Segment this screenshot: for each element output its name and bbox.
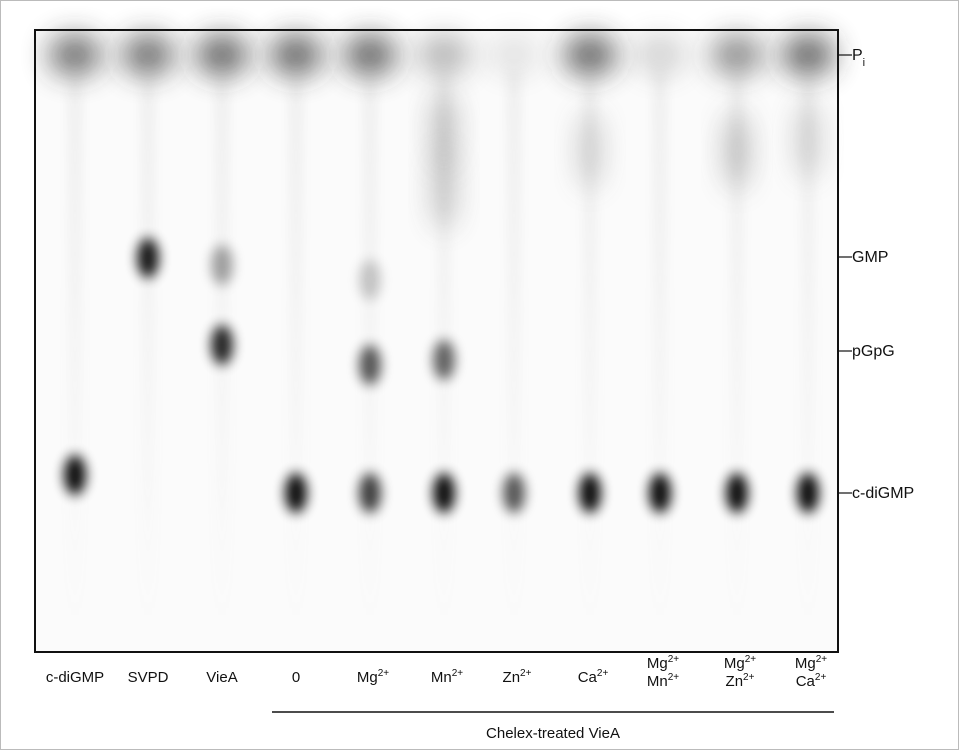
smear	[796, 100, 820, 180]
band	[64, 455, 86, 495]
band	[285, 473, 307, 513]
marker-text: GMP	[852, 249, 888, 266]
band	[503, 473, 525, 513]
lane-label-sup: 2+	[668, 654, 680, 665]
lane-label-text: Mg	[357, 669, 378, 686]
pi-smear	[711, 35, 763, 75]
marker-label: pGpG	[852, 343, 895, 360]
lane-label-sup: 2+	[668, 672, 680, 683]
lane-label-text: Ca	[796, 673, 816, 690]
marker-text: P	[852, 47, 863, 64]
lane-label-text: Ca	[578, 669, 598, 686]
pi-smear	[634, 35, 686, 75]
streak	[655, 70, 665, 630]
streak	[291, 70, 301, 630]
marker-label: GMP	[852, 249, 888, 266]
smear	[725, 110, 749, 190]
lane-label-text: Mg	[795, 655, 816, 672]
band	[579, 473, 601, 513]
pi-smear	[564, 35, 616, 75]
streak	[803, 70, 813, 630]
lane-label: Ca2+	[796, 672, 827, 690]
pi-smear	[488, 35, 540, 75]
lane-label: VieA	[206, 669, 237, 686]
pi-smear	[122, 35, 174, 75]
lane-label-text: Mg	[647, 655, 668, 672]
lane-label: Zn2+	[503, 668, 532, 686]
lane-label: SVPD	[128, 669, 169, 686]
lane-label: Ca2+	[578, 668, 609, 686]
lane-label-text: Mn	[647, 673, 668, 690]
band	[211, 245, 233, 285]
lane-label-text: 0	[292, 669, 300, 686]
lane-label: Mn2+	[431, 668, 463, 686]
pi-smear	[196, 35, 248, 75]
band	[359, 345, 381, 385]
smear	[578, 110, 602, 190]
band	[359, 260, 381, 300]
pi-smear	[49, 35, 101, 75]
lane-label-sup: 2+	[745, 654, 757, 665]
lane-label-text: VieA	[206, 669, 237, 686]
band	[211, 325, 233, 365]
band	[137, 238, 159, 278]
lane-label-sup: 2+	[743, 672, 755, 683]
lane-label: Mg2+	[795, 654, 827, 672]
lane-label-sup: 2+	[378, 668, 390, 679]
lane-label-text: Zn	[726, 673, 744, 690]
band	[433, 340, 455, 380]
lane-label-text: Mg	[724, 655, 745, 672]
lane-label-sup: 2+	[815, 672, 827, 683]
band	[359, 473, 381, 513]
lane-label: Mg2+	[357, 668, 389, 686]
lane-label-text: Mn	[431, 669, 452, 686]
group-label: Chelex-treated VieA	[486, 725, 620, 742]
lane-label-sup: 2+	[452, 668, 464, 679]
band	[797, 473, 819, 513]
lane-label: 0	[292, 669, 300, 686]
smear	[432, 90, 456, 170]
marker-text: c-diGMP	[852, 485, 914, 502]
streak	[509, 70, 519, 630]
marker-text: pGpG	[852, 343, 895, 360]
lane-label-text: Zn	[503, 669, 521, 686]
lane-label: Mg2+	[647, 654, 679, 672]
lane-label: Mg2+	[724, 654, 756, 672]
lane-label-text: SVPD	[128, 669, 169, 686]
lane-label: c-diGMP	[46, 669, 104, 686]
lane-label: Mn2+	[647, 672, 679, 690]
band	[726, 473, 748, 513]
marker-label: Pi	[852, 47, 865, 69]
marker-sub: i	[863, 57, 865, 69]
smear	[432, 150, 456, 230]
pi-smear	[270, 35, 322, 75]
band	[433, 473, 455, 513]
pi-smear	[782, 35, 834, 75]
marker-label: c-diGMP	[852, 485, 914, 502]
lane-label-sup: 2+	[520, 668, 532, 679]
pi-smear	[344, 35, 396, 75]
streak	[732, 70, 742, 630]
pi-smear	[418, 35, 470, 75]
band	[649, 473, 671, 513]
lane-label-sup: 2+	[597, 668, 609, 679]
streak	[143, 70, 153, 630]
lane-label-sup: 2+	[816, 654, 828, 665]
lane-label: Zn2+	[726, 672, 755, 690]
streak	[70, 70, 80, 630]
streak	[585, 70, 595, 630]
lane-label-text: c-diGMP	[46, 669, 104, 686]
gel-spots	[49, 35, 834, 630]
